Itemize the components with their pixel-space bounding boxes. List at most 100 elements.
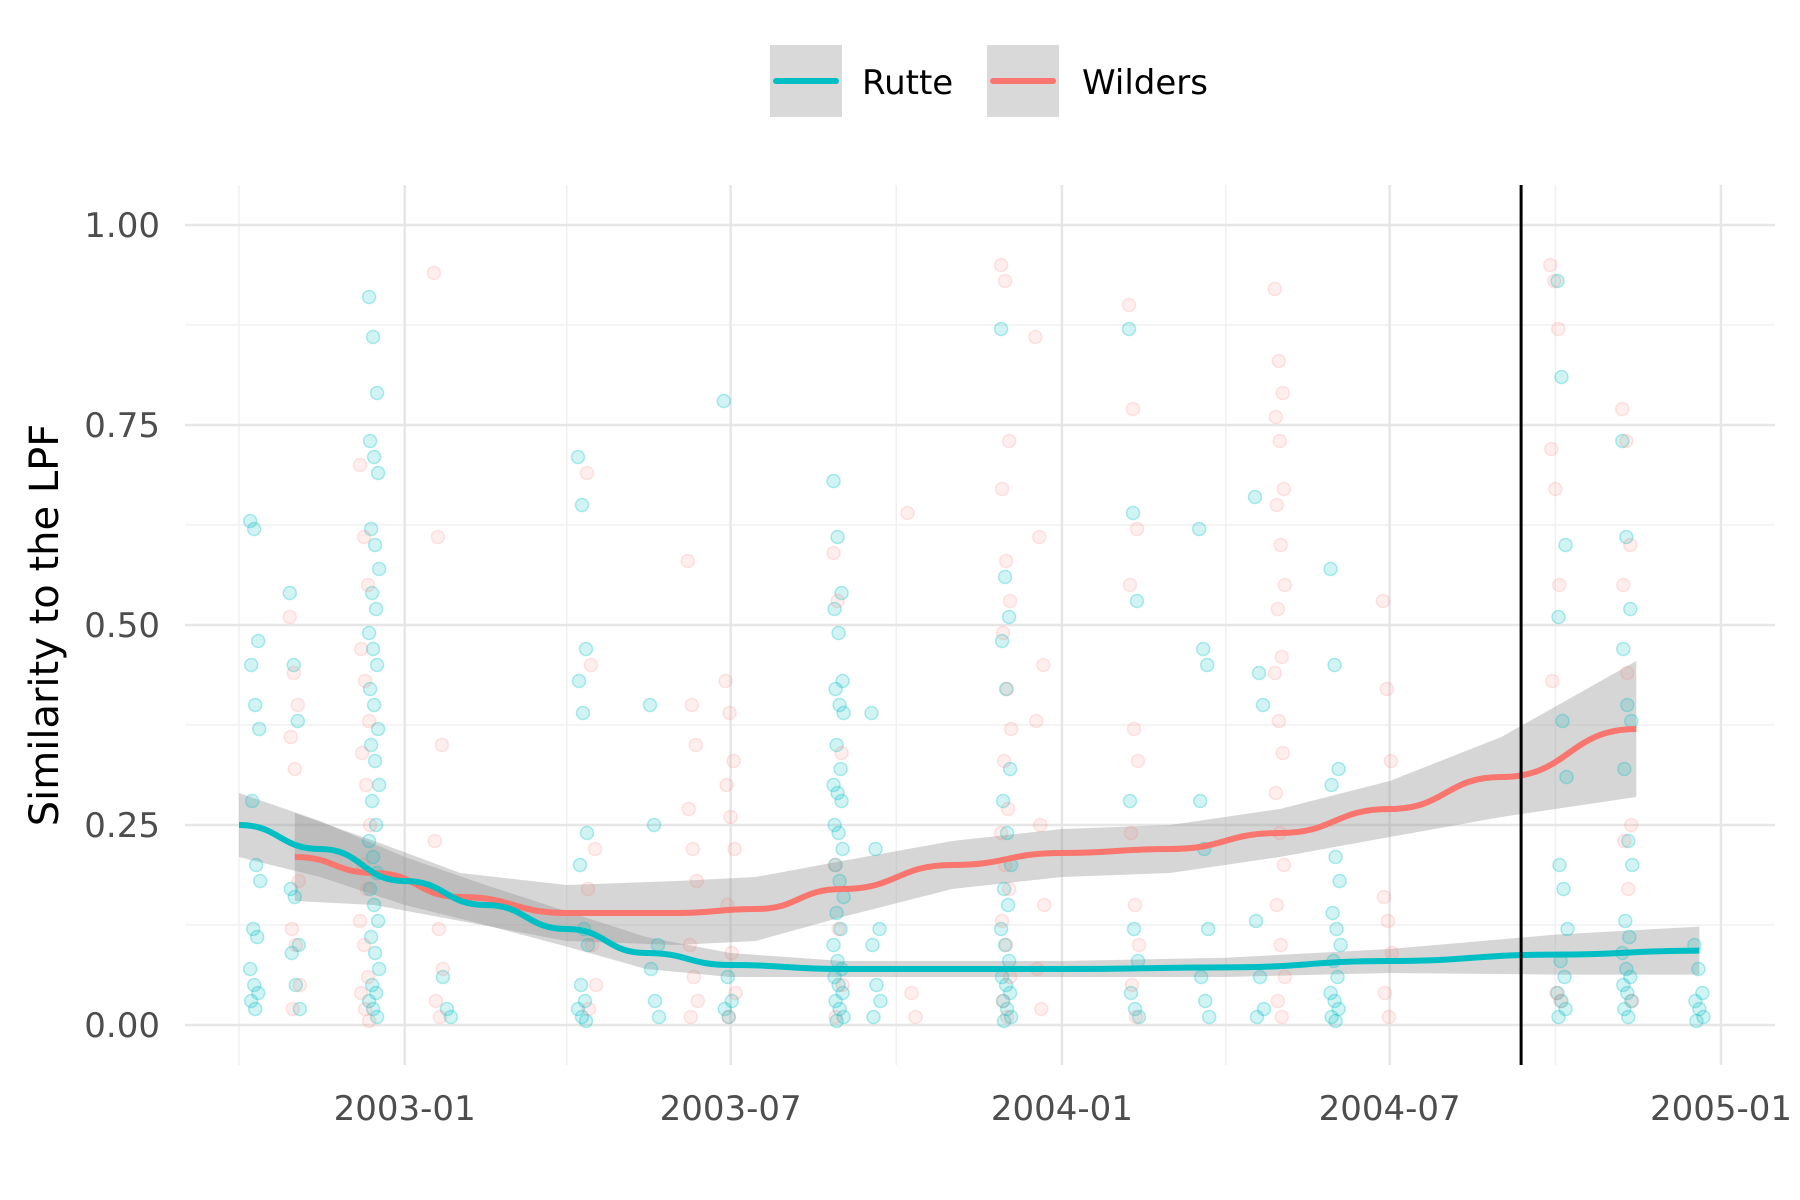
point-wilders: [282, 609, 298, 625]
point-rutte: [575, 705, 591, 721]
point-wilders: [283, 729, 299, 745]
point-wilders: [361, 1013, 377, 1029]
x-tick-labels: 2003-01 2003-07 2004-01 2004-07 2005-01: [334, 1089, 1792, 1129]
point-rutte: [642, 697, 658, 713]
point-wilders: [1002, 593, 1018, 609]
point-rutte: [997, 937, 1013, 953]
point-wilders: [1380, 913, 1396, 929]
point-wilders: [1375, 593, 1391, 609]
point-rutte: [1617, 761, 1632, 777]
point-rutte: [865, 937, 880, 953]
point-rutte: [251, 721, 267, 737]
point-rutte: [834, 793, 849, 809]
point-rutte: [835, 673, 850, 689]
point-rutte: [1332, 873, 1347, 889]
point-wilders: [428, 993, 444, 1009]
point-wilders: [1001, 881, 1017, 897]
point-rutte: [832, 1001, 847, 1017]
point-rutte: [1001, 609, 1017, 625]
point-wilders: [360, 969, 376, 985]
point-wilders: [1619, 433, 1634, 449]
point-rutte: [570, 449, 586, 465]
point-wilders: [1029, 713, 1044, 729]
point-wilders: [1128, 1009, 1144, 1025]
point-rutte: [291, 937, 307, 953]
point-wilders: [1383, 753, 1399, 769]
point-rutte: [998, 681, 1014, 697]
point-rutte: [242, 513, 258, 529]
point-wilders: [353, 641, 369, 657]
point-rutte: [1331, 761, 1346, 777]
point-wilders: [1270, 601, 1286, 617]
x-tick-label: 2005-01: [1650, 1089, 1792, 1129]
point-rutte: [366, 449, 382, 465]
point-wilders: [356, 937, 372, 953]
point-rutte: [371, 961, 387, 977]
point-rutte: [996, 1013, 1012, 1029]
point-wilders: [900, 505, 915, 521]
point-rutte: [282, 585, 298, 601]
point-wilders: [996, 753, 1012, 769]
point-wilders: [1551, 321, 1566, 337]
point-wilders: [362, 817, 378, 833]
point-rutte: [1002, 985, 1018, 1001]
point-wilders: [1122, 577, 1138, 593]
point-wilders: [726, 753, 741, 769]
point-rutte: [717, 1001, 733, 1017]
point-rutte: [831, 625, 846, 641]
point-rutte: [292, 1001, 308, 1017]
point-rutte: [1616, 977, 1631, 993]
point-wilders: [1268, 785, 1284, 801]
y-tick-label: 0.50: [84, 606, 160, 646]
point-wilders: [1269, 897, 1285, 913]
point-rutte: [832, 873, 847, 889]
point-rutte: [247, 697, 263, 713]
point-rutte: [368, 985, 384, 1001]
point-rutte: [836, 705, 851, 721]
point-rutte: [365, 849, 381, 865]
point-rutte: [1624, 993, 1639, 1009]
point-rutte: [250, 633, 266, 649]
point-rutte: [1621, 833, 1636, 849]
legend-label-rutte: Rutte: [862, 63, 953, 103]
y-tick-label: 1.00: [84, 206, 160, 246]
point-rutte: [1327, 657, 1342, 673]
point-rutte: [864, 705, 879, 721]
point-wilders: [356, 529, 372, 545]
point-wilders: [680, 553, 696, 569]
point-wilders: [1036, 657, 1051, 673]
point-rutte: [999, 825, 1015, 841]
point-rutte: [868, 841, 883, 857]
point-rutte: [364, 585, 380, 601]
point-wilders: [434, 737, 450, 753]
point-wilders: [1123, 825, 1139, 841]
point-rutte: [361, 625, 377, 641]
point-rutte: [829, 737, 844, 753]
point-wilders: [999, 681, 1015, 697]
point-wilders: [1034, 1001, 1049, 1017]
point-wilders: [1126, 721, 1142, 737]
point-wilders: [361, 713, 377, 729]
point-rutte: [835, 985, 850, 1001]
point-wilders: [721, 1009, 736, 1025]
point-rutte: [1560, 921, 1575, 937]
point-wilders: [1277, 577, 1293, 593]
point-rutte: [1325, 905, 1340, 921]
point-rutte: [247, 1001, 263, 1017]
point-rutte: [363, 737, 379, 753]
point-rutte: [1249, 1009, 1265, 1025]
point-wilders: [995, 625, 1011, 641]
point-wilders: [435, 961, 451, 977]
point-rutte: [1551, 1009, 1566, 1025]
point-wilders: [684, 697, 700, 713]
point-rutte: [647, 993, 663, 1009]
point-rutte: [1551, 609, 1566, 625]
point-rutte: [1126, 921, 1142, 937]
point-wilders: [1273, 537, 1289, 553]
point-wilders: [997, 273, 1013, 289]
point-wilders: [426, 265, 442, 281]
point-wilders: [718, 673, 733, 689]
point-wilders: [1001, 433, 1017, 449]
point-rutte: [993, 321, 1009, 337]
point-rutte: [286, 657, 302, 673]
